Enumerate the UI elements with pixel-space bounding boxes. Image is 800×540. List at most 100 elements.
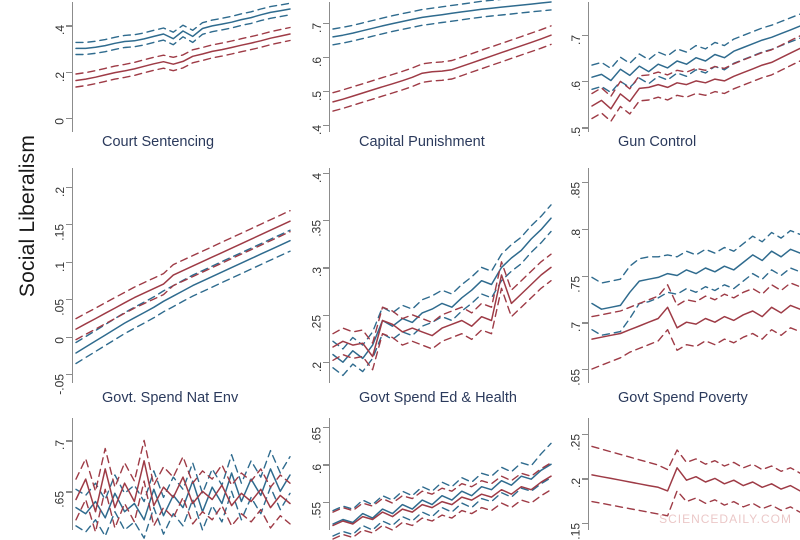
series-line-blue <box>332 463 552 525</box>
y-axis-spine <box>329 2 331 132</box>
y-axis-tick <box>66 261 72 263</box>
panel-title: Gun Control <box>618 134 697 150</box>
series-line-red_upper <box>75 26 291 75</box>
y-axis-spine <box>72 418 74 530</box>
panel-title: Govt Spend Ed & Health <box>359 390 517 406</box>
y-axis-label: Social Liberalism <box>16 134 39 298</box>
y-axis-tick <box>582 228 588 231</box>
chart-panel: .4.35.3.25.2 <box>310 168 552 383</box>
y-axis-tick <box>66 440 72 442</box>
chart-panel: .7.65 <box>53 418 291 539</box>
chart-panel: .7.6.5 <box>569 2 800 137</box>
series-line-red_upper <box>332 462 552 513</box>
y-axis-tick <box>66 336 72 338</box>
y-axis-tick <box>66 491 72 493</box>
series-line-blue_upper <box>332 204 552 350</box>
y-axis-spine <box>329 418 331 530</box>
y-axis-tick <box>582 182 588 184</box>
y-axis-tick <box>323 172 329 175</box>
series-line-red_upper <box>75 210 291 320</box>
y-axis-tick <box>582 275 588 277</box>
panel-series <box>75 439 291 539</box>
series-line-blue_lower <box>75 250 291 365</box>
panel-title: Court Sentencing <box>102 134 215 150</box>
series-line-blue_lower <box>332 477 552 537</box>
series-line-blue <box>591 25 800 82</box>
y-axis-tick <box>323 22 329 24</box>
panel-title: Capital Punishment <box>359 134 485 150</box>
y-axis-tick <box>323 464 329 466</box>
series-line-blue_upper <box>332 0 502 30</box>
series-line-blue_upper <box>75 449 291 503</box>
y-axis-tick <box>582 434 588 436</box>
y-axis-tick <box>582 368 588 371</box>
y-axis-spine <box>72 2 74 132</box>
y-axis-tick <box>582 322 588 324</box>
series-line-red_lower <box>332 43 552 112</box>
series-line-red <box>75 460 291 513</box>
series-line-red_lower <box>591 490 800 517</box>
series-line-blue_lower <box>332 230 552 377</box>
series-line-blue <box>75 468 291 521</box>
series-line-red_lower <box>75 480 291 533</box>
chart-panel: .2.15.1.05 0 -.05 <box>53 168 291 395</box>
panel-title: Govt. Spend Nat Env <box>102 390 239 406</box>
panel-series <box>75 2 291 88</box>
series-line-red_lower <box>332 279 552 371</box>
panel-series <box>332 442 552 540</box>
series-line-red_lower <box>591 327 800 370</box>
y-axis-spine <box>588 418 590 530</box>
series-line-blue_lower <box>332 9 552 46</box>
series-line-red_upper <box>591 282 800 318</box>
y-axis-spine <box>329 168 331 383</box>
panel-series <box>591 13 800 123</box>
series-line-red_upper <box>591 445 800 474</box>
y-axis-tick <box>66 374 72 376</box>
series-line-red_upper <box>332 253 552 344</box>
panel-series <box>591 445 800 517</box>
y-axis-tick <box>582 34 588 36</box>
series-line-red_upper <box>591 35 800 98</box>
series-line-red <box>591 467 800 492</box>
y-axis-tick <box>66 71 72 73</box>
y-axis-tick <box>323 362 329 364</box>
series-line-red <box>75 220 291 330</box>
series-line-blue <box>332 217 552 363</box>
y-axis-spine <box>588 2 590 132</box>
y-axis-tick <box>323 90 329 93</box>
panel-title: Govt Spend Poverty <box>618 390 748 406</box>
series-line-red_lower <box>75 39 291 88</box>
chart-panel: .7.6.5.4 <box>310 0 552 135</box>
series-line-red <box>75 33 291 82</box>
y-axis-tick <box>323 314 329 317</box>
y-axis-tick <box>323 125 329 127</box>
series-line-blue_upper <box>332 442 552 512</box>
series-line-red_upper <box>332 25 552 94</box>
y-axis-tick <box>323 56 329 59</box>
y-axis-tick <box>66 186 72 189</box>
panel-series <box>591 229 800 370</box>
y-axis-spine <box>72 168 74 383</box>
y-axis-tick <box>323 267 329 269</box>
series-line-blue <box>332 1 552 38</box>
series-line-blue <box>75 8 291 50</box>
panel-series <box>75 210 291 365</box>
panel-series <box>332 0 552 112</box>
panel-series <box>332 204 552 377</box>
y-axis-tick <box>582 522 588 525</box>
y-axis-tick <box>582 478 588 480</box>
chart-panel: .4.2 0 <box>53 2 291 132</box>
chart-panel: .65.6.55 <box>310 418 552 540</box>
series-line-red <box>332 34 552 103</box>
series-line-blue_upper <box>591 229 800 284</box>
series-line-red_lower <box>591 60 800 123</box>
series-line-blue_upper <box>591 13 800 70</box>
chart-panel: .25.2.15 <box>569 418 800 540</box>
y-axis-tick <box>66 25 72 27</box>
series-line-red <box>332 266 552 358</box>
chart-panel: .85.8.75.7.65 <box>569 168 800 386</box>
watermark: SCIENCEDAILY.COM <box>659 512 792 526</box>
series-line-red <box>591 304 800 340</box>
series-line-blue <box>591 248 800 310</box>
